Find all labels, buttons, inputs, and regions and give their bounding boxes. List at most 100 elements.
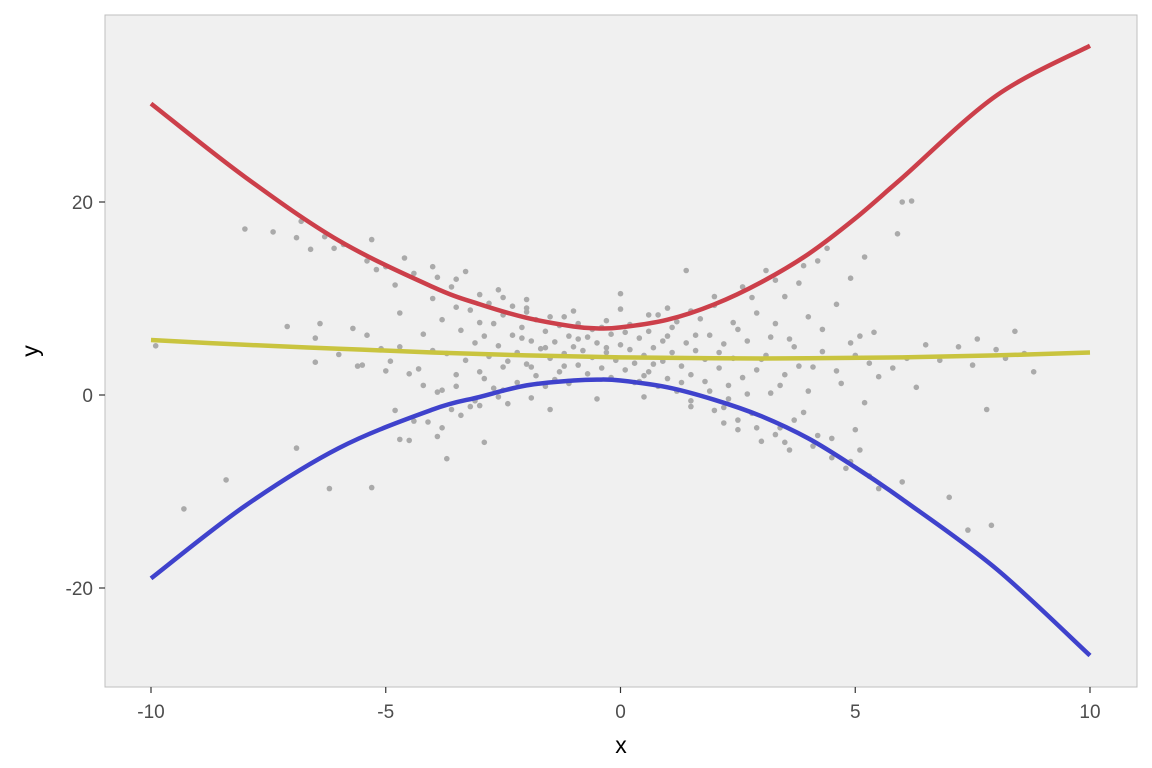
scatter-point	[467, 307, 474, 313]
x-tick-label: 10	[1079, 702, 1100, 723]
scatter-point	[767, 334, 774, 340]
scatter-point	[645, 312, 652, 318]
scatter-point	[706, 388, 713, 394]
scatter-point	[678, 363, 685, 369]
scatter-point	[453, 371, 460, 378]
scatter-point	[786, 336, 793, 342]
scatter-point	[645, 369, 652, 375]
scatter-point	[622, 367, 628, 373]
scatter-point	[861, 254, 868, 260]
scatter-point	[373, 266, 380, 273]
scatter-point	[735, 417, 741, 423]
scatter-point	[462, 357, 469, 364]
scatter-point	[908, 198, 915, 204]
scatter-point	[983, 406, 990, 413]
scatter-point	[833, 368, 840, 374]
scatter-point	[814, 258, 821, 264]
scatter-point	[495, 287, 502, 293]
scatter-point	[312, 359, 319, 366]
middle-curve	[150, 337, 1091, 361]
scatter-point	[627, 346, 633, 353]
scatter-point	[364, 258, 370, 264]
scatter-point	[523, 361, 530, 367]
scatter-point	[519, 335, 525, 341]
scatter-point	[500, 364, 506, 370]
scatter-point	[664, 333, 671, 339]
scatter-point	[645, 328, 652, 335]
scatter-point	[481, 375, 488, 382]
fitted-curves	[149, 43, 1092, 658]
scatter-point	[617, 290, 624, 297]
scatter-point	[420, 382, 427, 389]
scatter-point	[664, 305, 671, 311]
scatter-point	[861, 399, 868, 406]
x-axis-ticks: -10 -5 0 5 10	[137, 687, 1101, 723]
scatter-point	[683, 267, 689, 274]
scatter-point	[523, 309, 530, 315]
scatter-point	[1030, 369, 1037, 375]
y-tick-label: 20	[72, 193, 93, 214]
scatter-point	[603, 349, 610, 356]
scatter-point	[782, 371, 788, 378]
scatter-point	[810, 443, 816, 449]
scatter-point	[753, 310, 760, 316]
scatter-point	[397, 436, 403, 443]
scatter-point	[969, 362, 976, 368]
scatter-point	[429, 295, 436, 302]
scatter-point	[594, 340, 600, 346]
scatter-point	[608, 331, 614, 338]
scatter-point	[594, 396, 600, 402]
scatter-point	[509, 303, 516, 310]
scatter-point	[561, 314, 567, 320]
scatter-point	[270, 229, 276, 235]
scatter-point	[542, 328, 549, 335]
scatter-point	[636, 335, 643, 341]
scatter-point	[434, 433, 441, 440]
scatter-point	[650, 344, 657, 351]
scatter-point	[800, 262, 807, 269]
scatter-point	[584, 371, 591, 377]
scatter-point	[439, 387, 445, 394]
scatter-point	[350, 325, 356, 332]
scatter-point	[514, 379, 520, 386]
scatter-point	[570, 344, 577, 350]
scatter-point	[462, 268, 469, 275]
scatter-point	[772, 277, 779, 284]
scatter-point	[721, 404, 727, 411]
scatter-point	[721, 420, 727, 426]
scatter-point	[542, 344, 549, 351]
scatter-point	[688, 371, 694, 378]
scatter-point	[664, 375, 671, 382]
scatter-point	[368, 236, 375, 243]
scatter-point	[401, 255, 408, 261]
scatter-point	[467, 403, 474, 410]
scatter-point	[415, 366, 422, 372]
scatter-point	[857, 447, 863, 453]
scatter-point	[411, 270, 417, 277]
scatter-point	[598, 365, 605, 371]
scatter-point	[523, 296, 530, 303]
scatter-point	[669, 349, 675, 356]
scatter-point	[739, 374, 746, 381]
scatter-point	[824, 245, 830, 252]
scatter-point	[899, 479, 905, 485]
scatter-point	[387, 358, 394, 365]
scatter-point	[847, 340, 854, 346]
scatter-point	[392, 407, 398, 414]
scatter-point	[505, 358, 511, 365]
scatter-point	[913, 384, 920, 391]
x-tick-label: 0	[615, 702, 626, 723]
scatter-point	[448, 406, 455, 413]
scatter-point	[509, 332, 516, 339]
scatter-point	[688, 403, 694, 410]
scatter-point	[528, 338, 535, 344]
scatter-point	[453, 304, 460, 311]
scatter-point	[406, 371, 413, 377]
x-tick-label: -5	[377, 702, 394, 723]
scatter-point	[955, 344, 962, 350]
scatter-point	[392, 282, 398, 288]
scatter-point	[617, 342, 624, 348]
scatter-point	[744, 338, 751, 344]
scatter-point	[603, 317, 610, 324]
scatter-point	[575, 336, 581, 342]
